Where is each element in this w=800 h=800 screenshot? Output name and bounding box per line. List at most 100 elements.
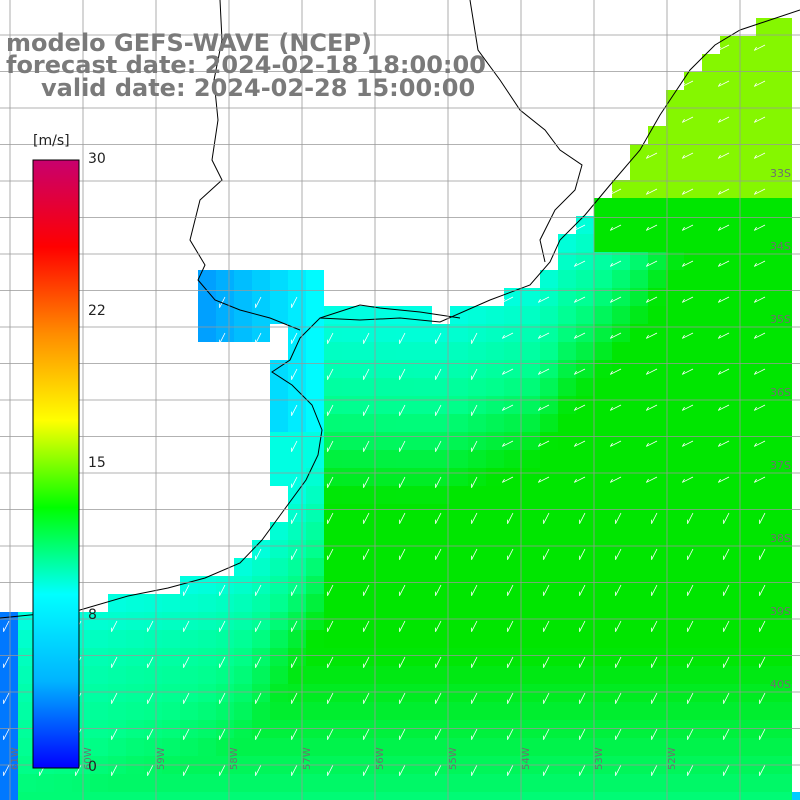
wind-cell <box>486 342 504 360</box>
wind-cell <box>522 684 540 702</box>
wind-cell <box>468 486 486 504</box>
wind-cell <box>738 720 756 738</box>
wind-cell <box>666 486 684 504</box>
wind-cell <box>18 684 36 702</box>
wind-cell <box>342 720 360 738</box>
wind-arrow <box>646 188 658 195</box>
wind-cell <box>468 378 486 396</box>
wind-cell <box>414 630 432 648</box>
wind-cell <box>306 540 324 558</box>
wind-cell <box>126 612 144 630</box>
wind-cell <box>702 594 720 612</box>
wind-cell <box>360 558 378 576</box>
wind-arrow <box>471 584 478 596</box>
wind-arrow <box>754 440 766 447</box>
wind-arrow-head <box>609 190 613 195</box>
wind-cell <box>162 684 180 702</box>
wind-cell <box>648 594 666 612</box>
wind-cell <box>342 684 360 702</box>
wind-cell <box>666 378 684 396</box>
wind-arrow-head <box>753 406 757 411</box>
wind-cell <box>234 648 252 666</box>
wind-arrow <box>754 188 766 195</box>
wind-cell <box>774 774 792 792</box>
wind-cell <box>666 666 684 684</box>
wind-cell <box>234 558 252 576</box>
wind-arrow <box>219 584 226 596</box>
wind-arrow <box>646 404 658 411</box>
wind-cell <box>504 666 522 684</box>
wind-cell <box>378 648 396 666</box>
wind-cell <box>576 378 594 396</box>
wind-cell <box>378 720 396 738</box>
wind-arrow <box>291 512 298 524</box>
wind-cell <box>666 180 684 198</box>
wind-cell <box>414 684 432 702</box>
wind-arrow <box>682 404 694 411</box>
wind-arrow-head <box>573 406 577 411</box>
wind-arrow-head <box>537 370 541 375</box>
wind-arrow <box>255 332 262 344</box>
wind-cell <box>342 360 360 378</box>
wind-cell <box>648 450 666 468</box>
wind-arrow-head <box>681 154 685 159</box>
wind-cell <box>306 396 324 414</box>
wind-cell <box>432 630 450 648</box>
wind-cell <box>720 558 738 576</box>
wind-cell <box>414 648 432 666</box>
wind-arrow-head <box>573 262 577 267</box>
wind-cell <box>738 648 756 666</box>
wind-cell <box>774 504 792 522</box>
wind-arrow <box>291 584 298 596</box>
wind-cell <box>702 234 720 252</box>
wind-arrow <box>327 620 334 632</box>
wind-cell <box>378 630 396 648</box>
wind-arrow <box>255 764 262 776</box>
wind-cell <box>630 234 648 252</box>
wind-arrow <box>759 656 766 668</box>
wind-cell <box>342 450 360 468</box>
wind-arrow <box>363 476 370 488</box>
wind-cell <box>522 738 540 756</box>
wind-cell <box>306 324 324 342</box>
wind-arrow <box>615 584 622 596</box>
wind-cell <box>738 72 756 90</box>
wind-cell <box>522 666 540 684</box>
wind-arrow <box>327 332 334 344</box>
wind-cell <box>720 378 738 396</box>
wind-arrow <box>502 476 514 483</box>
wind-cell <box>756 378 774 396</box>
wind-cell <box>306 360 324 378</box>
wind-cell <box>738 216 756 234</box>
wind-cell <box>468 414 486 432</box>
wind-cell <box>540 792 558 800</box>
wind-arrow <box>363 620 370 632</box>
lon-label: 54W <box>521 747 532 770</box>
wind-cell <box>612 378 630 396</box>
wind-arrow-head <box>645 262 649 267</box>
wind-cell <box>198 630 216 648</box>
wind-cell <box>450 306 468 324</box>
wind-cell <box>720 792 738 800</box>
wind-cell <box>468 666 486 684</box>
wind-cell <box>540 594 558 612</box>
wind-cell <box>522 306 540 324</box>
wind-cell <box>504 342 522 360</box>
lat-label: 37S <box>770 459 791 472</box>
wind-cell <box>738 774 756 792</box>
wind-arrow <box>615 728 622 740</box>
wind-cell <box>486 396 504 414</box>
wind-arrow <box>363 512 370 524</box>
wind-cell <box>522 630 540 648</box>
wind-cell <box>630 216 648 234</box>
wind-cell <box>702 342 720 360</box>
wind-cell <box>720 630 738 648</box>
wind-cell <box>792 792 800 800</box>
wind-arrow <box>610 476 622 483</box>
wind-arrow <box>718 260 730 267</box>
wind-cell <box>270 270 288 288</box>
wind-cell <box>126 630 144 648</box>
wind-cell <box>666 648 684 666</box>
wind-arrow <box>507 548 514 560</box>
wind-arrow-head <box>717 46 721 51</box>
